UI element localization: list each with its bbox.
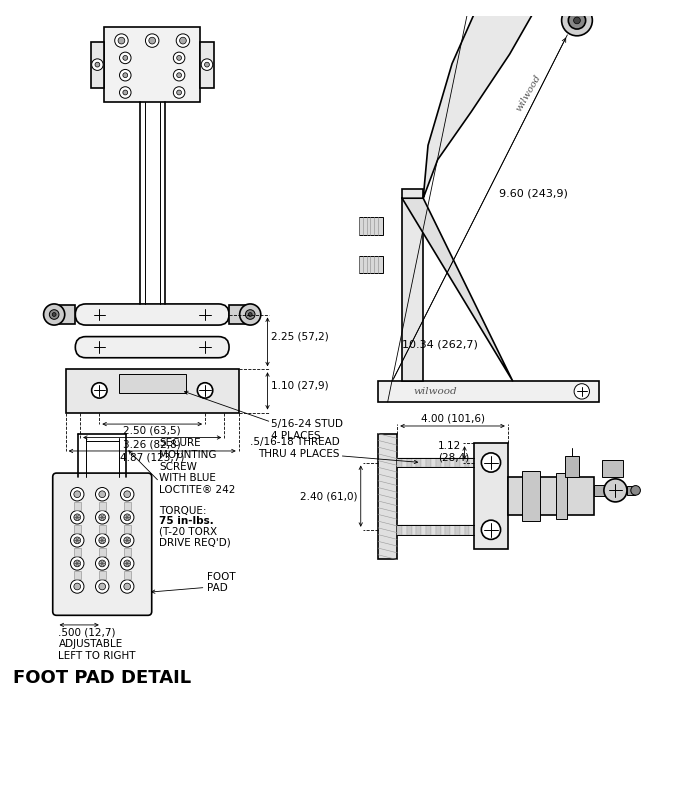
Bar bbox=[431, 458, 435, 468]
Bar bbox=[431, 525, 435, 535]
Circle shape bbox=[604, 479, 627, 502]
Text: SECURE
MOUNTING
SCREW
WITH BLUE
LOCTITE® 242: SECURE MOUNTING SCREW WITH BLUE LOCTITE®… bbox=[160, 439, 236, 495]
Bar bbox=[402, 188, 424, 381]
Bar bbox=[407, 525, 412, 535]
Bar bbox=[465, 458, 469, 468]
Circle shape bbox=[176, 90, 181, 95]
Bar bbox=[435, 525, 440, 535]
Circle shape bbox=[201, 59, 213, 71]
Bar bbox=[74, 525, 81, 533]
Bar bbox=[124, 502, 131, 509]
Circle shape bbox=[74, 514, 81, 520]
Bar bbox=[445, 525, 450, 535]
Bar bbox=[455, 525, 460, 535]
Circle shape bbox=[176, 55, 181, 60]
Circle shape bbox=[482, 520, 500, 540]
Text: 5/16-24 STUD
4 PLACES: 5/16-24 STUD 4 PLACES bbox=[272, 419, 344, 441]
Circle shape bbox=[174, 87, 185, 99]
Circle shape bbox=[95, 533, 109, 547]
Circle shape bbox=[95, 580, 109, 593]
Bar bbox=[359, 217, 383, 235]
Bar bbox=[229, 305, 250, 324]
Bar bbox=[455, 458, 460, 468]
Circle shape bbox=[118, 37, 125, 44]
Bar bbox=[627, 485, 635, 495]
Circle shape bbox=[120, 557, 134, 570]
Bar bbox=[421, 525, 426, 535]
Bar bbox=[99, 502, 106, 509]
Bar bbox=[124, 548, 131, 556]
Bar bbox=[469, 525, 474, 535]
Circle shape bbox=[74, 583, 81, 589]
Circle shape bbox=[74, 537, 81, 544]
Circle shape bbox=[180, 37, 186, 44]
Circle shape bbox=[197, 383, 213, 398]
Bar bbox=[54, 305, 76, 324]
Circle shape bbox=[631, 485, 640, 495]
Bar bbox=[522, 471, 540, 521]
Circle shape bbox=[149, 37, 155, 44]
Bar bbox=[450, 458, 455, 468]
FancyBboxPatch shape bbox=[52, 473, 152, 615]
Bar bbox=[99, 548, 106, 556]
Bar bbox=[474, 444, 508, 549]
Bar bbox=[99, 525, 106, 533]
Text: (T-20 TORX: (T-20 TORX bbox=[160, 527, 218, 537]
Circle shape bbox=[99, 537, 106, 544]
Circle shape bbox=[74, 491, 81, 497]
Bar bbox=[426, 458, 431, 468]
Bar bbox=[445, 458, 450, 468]
Circle shape bbox=[124, 560, 131, 567]
Bar bbox=[412, 458, 416, 468]
Circle shape bbox=[92, 59, 103, 71]
Bar bbox=[124, 525, 131, 533]
Bar bbox=[426, 525, 431, 535]
Bar bbox=[416, 458, 421, 468]
Circle shape bbox=[123, 90, 127, 95]
Text: 4.87 (123,7): 4.87 (123,7) bbox=[120, 453, 184, 463]
Circle shape bbox=[124, 514, 131, 520]
Circle shape bbox=[120, 511, 134, 524]
Text: .500 (12,7)
ADJUSTABLE
LEFT TO RIGHT: .500 (12,7) ADJUSTABLE LEFT TO RIGHT bbox=[59, 628, 136, 661]
Circle shape bbox=[99, 583, 106, 589]
Circle shape bbox=[99, 560, 106, 567]
Circle shape bbox=[146, 34, 159, 47]
Text: 2.40 (61,0): 2.40 (61,0) bbox=[300, 491, 358, 501]
Bar bbox=[556, 473, 568, 519]
Circle shape bbox=[174, 70, 185, 81]
Circle shape bbox=[92, 383, 107, 398]
Circle shape bbox=[248, 313, 252, 317]
Circle shape bbox=[204, 63, 209, 67]
Bar bbox=[74, 548, 81, 556]
Text: 2.25 (57,2): 2.25 (57,2) bbox=[272, 331, 329, 341]
Bar bbox=[594, 484, 612, 496]
Circle shape bbox=[95, 511, 109, 524]
Circle shape bbox=[573, 17, 580, 24]
Circle shape bbox=[574, 383, 589, 399]
Bar bbox=[402, 525, 407, 535]
Circle shape bbox=[95, 63, 100, 67]
Bar bbox=[118, 374, 186, 393]
Circle shape bbox=[120, 488, 134, 501]
Bar bbox=[398, 458, 402, 468]
Circle shape bbox=[123, 73, 127, 78]
Text: 9.60 (243,9): 9.60 (243,9) bbox=[499, 188, 568, 198]
Text: wilwood: wilwood bbox=[414, 387, 458, 396]
Bar bbox=[460, 458, 465, 468]
Circle shape bbox=[120, 52, 131, 63]
Bar bbox=[460, 525, 465, 535]
Circle shape bbox=[95, 488, 109, 501]
Circle shape bbox=[115, 34, 128, 47]
Circle shape bbox=[71, 511, 84, 524]
Circle shape bbox=[124, 583, 131, 589]
Circle shape bbox=[176, 73, 181, 78]
Text: FOOT PAD DETAIL: FOOT PAD DETAIL bbox=[13, 669, 191, 687]
Text: FOOT
PAD: FOOT PAD bbox=[207, 572, 236, 593]
Circle shape bbox=[43, 304, 64, 325]
Circle shape bbox=[246, 310, 255, 319]
Circle shape bbox=[176, 34, 190, 47]
Circle shape bbox=[123, 55, 127, 60]
Bar bbox=[402, 458, 407, 468]
Circle shape bbox=[120, 70, 131, 81]
Circle shape bbox=[99, 514, 106, 520]
